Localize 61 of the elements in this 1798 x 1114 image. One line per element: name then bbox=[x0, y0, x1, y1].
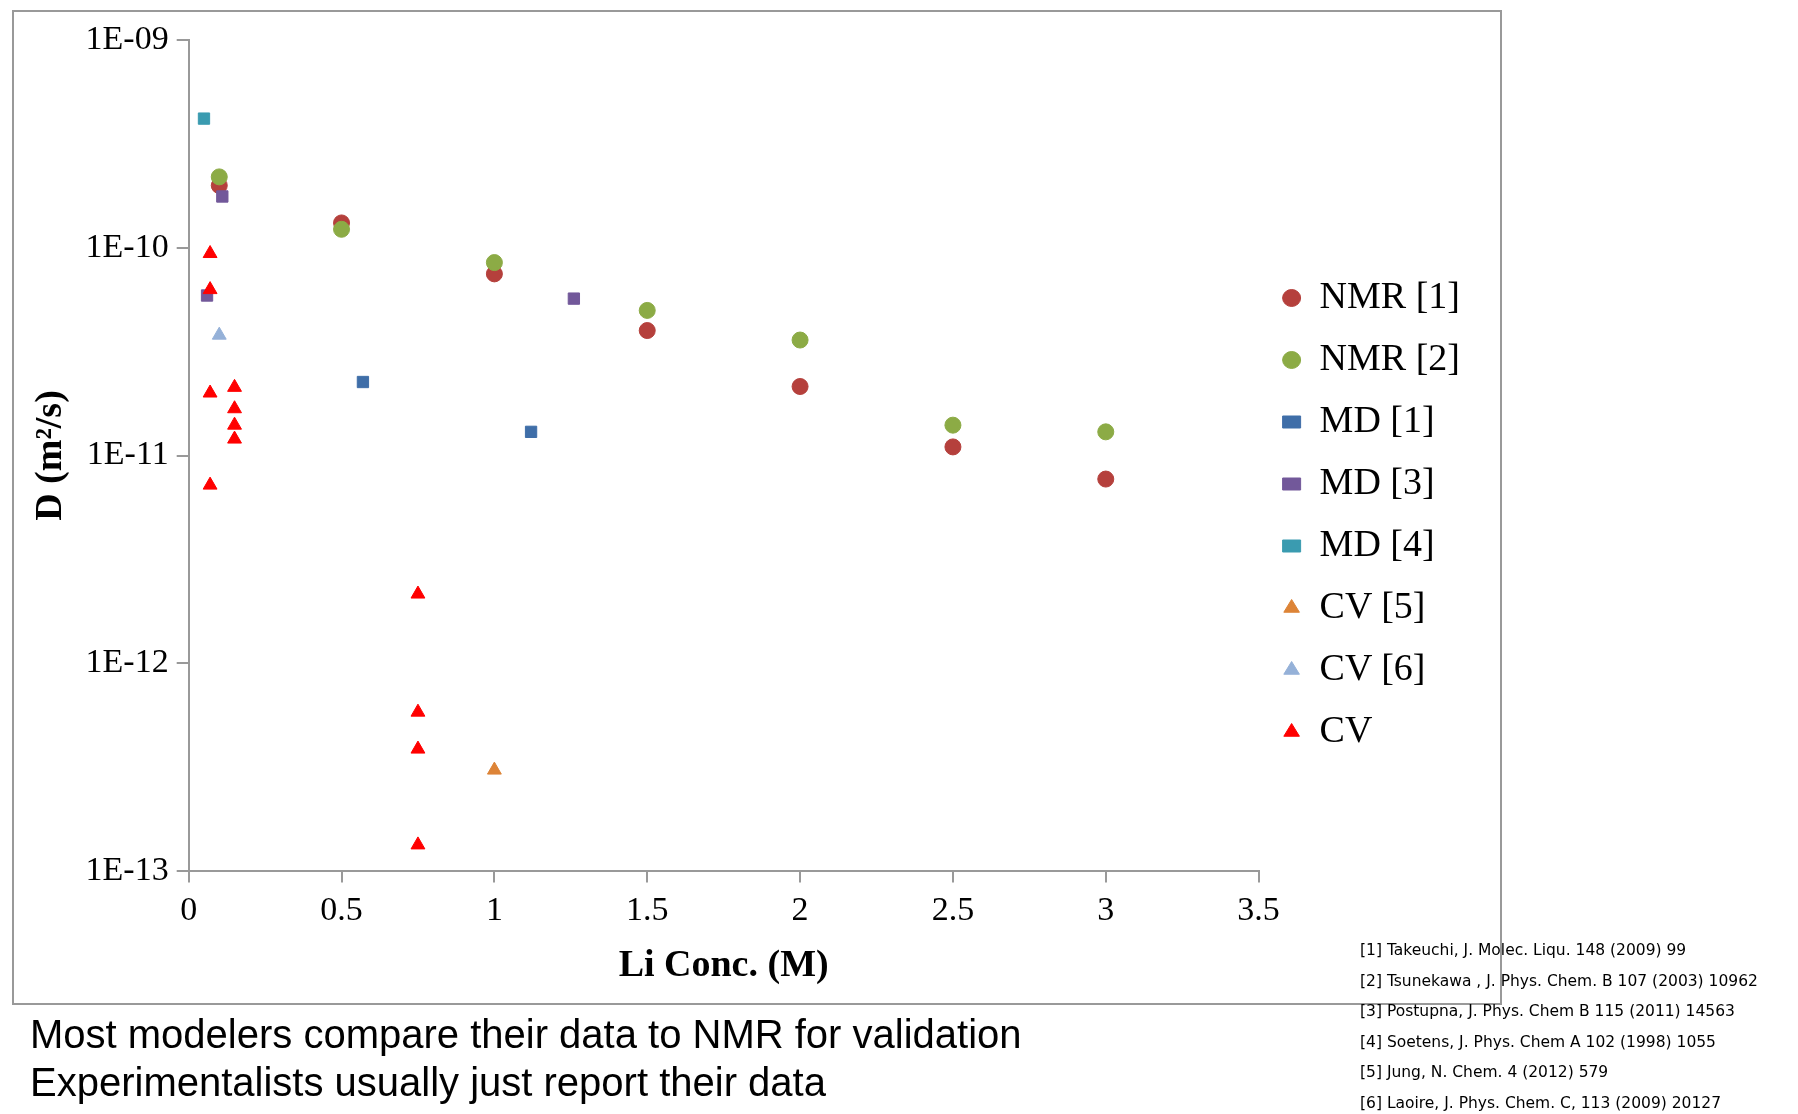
legend-label: CV [5] bbox=[1319, 583, 1426, 626]
x-tick-label: 0 bbox=[180, 889, 198, 927]
legend-label: NMR [1] bbox=[1319, 273, 1461, 316]
text: Most modelers compare their data to NMR for validation bbox=[30, 1011, 1022, 1058]
point bbox=[227, 400, 242, 414]
point bbox=[410, 836, 426, 850]
point bbox=[211, 326, 227, 340]
legend-label: CV [6] bbox=[1319, 645, 1426, 688]
point bbox=[486, 761, 502, 775]
point bbox=[210, 168, 228, 186]
x-tick-label: 2.5 bbox=[931, 889, 975, 927]
point bbox=[410, 703, 426, 717]
point bbox=[485, 254, 503, 272]
point bbox=[202, 384, 218, 398]
text: [6] Laoire, J. Phys. Chem. C, 113 (2009) 20127 bbox=[1360, 1092, 1723, 1114]
y-tick-label: 1E-10 bbox=[85, 226, 169, 264]
point bbox=[202, 476, 218, 490]
x-tick-label: 1.5 bbox=[625, 889, 669, 927]
legend-label: MD [4] bbox=[1319, 521, 1435, 564]
legend-label: MD [3] bbox=[1319, 459, 1435, 502]
text: Experimentalists usually just report their data bbox=[30, 1059, 827, 1106]
point bbox=[227, 430, 242, 444]
point bbox=[791, 378, 809, 395]
x-tick-label: 3 bbox=[1097, 889, 1115, 927]
text: [1] Takeuchi, J. Molec. Liqu. 148 (2009) 99 bbox=[1360, 940, 1688, 961]
point bbox=[524, 425, 538, 439]
y-tick-label: 1E-13 bbox=[85, 849, 169, 887]
point bbox=[227, 378, 242, 392]
point bbox=[202, 281, 218, 295]
point bbox=[410, 740, 426, 754]
point bbox=[944, 416, 962, 434]
point bbox=[791, 331, 809, 349]
y-axis-title: D (m²/s) bbox=[26, 390, 70, 521]
point bbox=[1097, 470, 1115, 488]
point bbox=[356, 375, 370, 389]
legend-label: MD [1] bbox=[1319, 397, 1435, 440]
point bbox=[197, 112, 211, 125]
point bbox=[1097, 423, 1115, 441]
x-tick-label: 2 bbox=[791, 889, 809, 927]
text: [5] Jung, N. Chem. 4 (2012) 579 bbox=[1360, 1062, 1610, 1083]
point bbox=[638, 322, 656, 340]
y-tick-label: 1E-11 bbox=[86, 434, 169, 472]
text: [4] Soetens, J. Phys. Chem A 102 (1998) 1055 bbox=[1360, 1031, 1717, 1053]
text: [2] Tsunekawa , J. Phys. Chem. B 107 (2003) 10962 bbox=[1360, 970, 1758, 992]
x-tick-label: 1 bbox=[485, 889, 503, 927]
point bbox=[333, 220, 351, 238]
point bbox=[227, 416, 242, 430]
point bbox=[638, 301, 656, 319]
x-tick-label: 3.5 bbox=[1237, 889, 1280, 927]
legend-label: CV bbox=[1319, 707, 1373, 750]
y-tick-label: 1E-12 bbox=[85, 641, 169, 679]
point bbox=[567, 292, 581, 305]
y-tick-label: 1E-09 bbox=[85, 19, 169, 57]
x-axis-title: Li Conc. (M) bbox=[618, 942, 829, 986]
point bbox=[410, 585, 426, 599]
point bbox=[202, 245, 218, 259]
x-tick-label: 0.5 bbox=[320, 889, 363, 927]
point bbox=[944, 438, 962, 456]
point bbox=[216, 190, 229, 203]
text: [3] Postupna, J. Phys. Chem B 115 (2011) 14563 bbox=[1360, 1001, 1736, 1022]
legend-label: NMR [2] bbox=[1319, 335, 1461, 378]
